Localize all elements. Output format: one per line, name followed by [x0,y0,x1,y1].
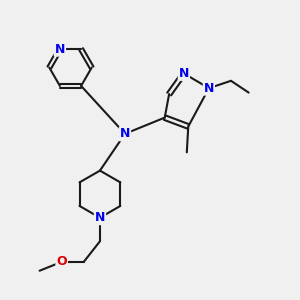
Text: N: N [179,67,189,80]
Text: N: N [204,82,214,95]
Text: O: O [56,255,67,268]
Text: N: N [95,211,105,224]
Text: N: N [55,43,65,56]
Text: N: N [120,127,130,140]
